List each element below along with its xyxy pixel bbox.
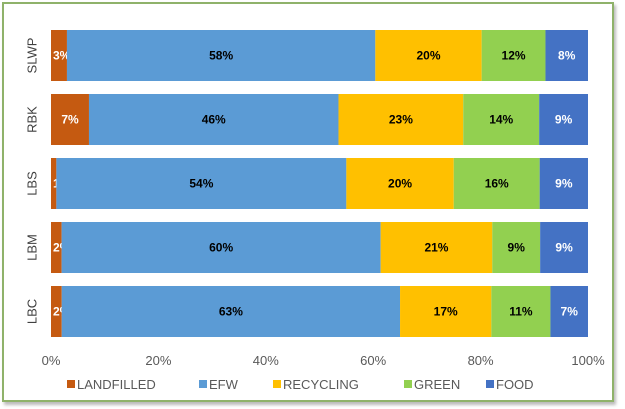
data-label: 9% [555,241,573,255]
data-label: 9% [555,113,573,127]
bar-segment-green-lbs [453,158,540,209]
bar-segment-green-rbk [463,94,540,145]
x-tick-label: 60% [360,353,386,368]
category-label: SLWP [24,38,39,74]
x-tick-label: 0% [42,353,61,368]
legend-swatch-green [404,380,412,388]
legend-swatch-food [486,380,494,388]
bar-segment-efw-lbc [61,286,401,337]
legend-label: FOOD [496,377,534,392]
legend-label: LANDFILLED [77,377,156,392]
legend-swatch-recycling [273,380,281,388]
category-label: LBS [24,171,39,196]
bar-segment-recycling-slwp [375,30,482,81]
bar-segment-efw-rbk [88,94,339,145]
x-tick-label: 100% [571,353,605,368]
bar-segment-green-lbc [491,286,551,337]
bar-segment-efw-lbs [56,158,347,209]
data-label: 8% [558,49,576,63]
category-label: LBC [24,299,39,324]
bar-segment-green-lbm [492,222,541,273]
bar-segment-landfilled-rbk [51,94,89,145]
data-label: 14% [489,113,513,127]
data-label: 16% [485,177,509,191]
bar-segment-recycling-lbs [346,158,454,209]
data-label: 11% [509,305,533,319]
data-label: 7% [61,113,79,127]
bar-segment-efw-lbm [61,222,381,273]
bar-segment-efw-slwp [66,30,376,81]
data-label: 23% [389,113,413,127]
category-label: LBM [24,234,39,261]
x-tick-label: 80% [468,353,494,368]
x-tick-label: 20% [145,353,171,368]
data-label: 17% [434,305,458,319]
bar-segment-food-rbk [539,94,588,145]
legend-swatch-landfilled [67,380,75,388]
data-label: 9% [508,241,526,255]
bar-segment-food-slwp [545,30,588,81]
data-label: 3% [53,49,71,63]
x-tick-label: 40% [253,353,279,368]
bar-segment-food-lbs [539,158,588,209]
data-label: 9% [555,177,573,191]
data-label: 21% [424,241,448,255]
data-label: 20% [388,177,412,191]
data-label: 46% [202,113,226,127]
category-label: RBK [24,106,39,133]
bar-segment-recycling-lbm [380,222,493,273]
legend-swatch-efw [199,380,207,388]
data-label: 60% [209,241,233,255]
bar-segment-recycling-lbc [400,286,492,337]
data-label: 20% [416,49,440,63]
bar-segment-food-lbm [540,222,588,273]
data-label: 7% [561,305,579,319]
bar-segment-landfilled-lbs [51,158,57,209]
data-label: 54% [189,177,213,191]
legend-label: RECYCLING [283,377,359,392]
data-label: 58% [209,49,233,63]
bar-segment-landfilled-slwp [51,30,67,81]
data-label: 63% [219,305,243,319]
bar-segment-green-slwp [481,30,546,81]
bar-segment-landfilled-lbc [51,286,62,337]
legend-label: GREEN [414,377,460,392]
data-label: 12% [502,49,526,63]
legend-label: EFW [209,377,239,392]
bar-segment-food-lbc [550,286,588,337]
bar-segment-landfilled-lbm [51,222,62,273]
bar-segment-recycling-rbk [338,94,464,145]
